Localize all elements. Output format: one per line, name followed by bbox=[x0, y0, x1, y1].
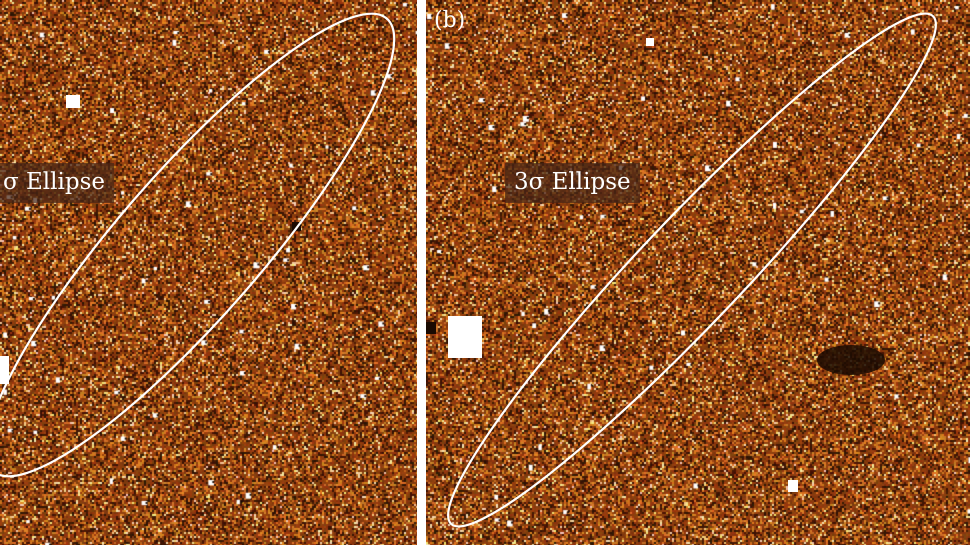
noise-image-a bbox=[0, 0, 417, 545]
bright-source bbox=[448, 316, 482, 358]
panel-a: σ Ellipse bbox=[0, 0, 417, 545]
bright-source bbox=[788, 480, 798, 492]
bright-sources-b bbox=[426, 38, 885, 492]
bright-source bbox=[0, 356, 9, 384]
panel-b: (b) 3σ Ellipse bbox=[426, 0, 970, 545]
confidence-ellipse-a bbox=[0, 12, 396, 478]
dark-patch bbox=[817, 345, 885, 375]
ellipse-label-b: 3σ Ellipse bbox=[505, 163, 640, 203]
bright-sources-a bbox=[0, 95, 301, 384]
bright-source bbox=[646, 38, 654, 46]
overlay-b bbox=[426, 12, 937, 528]
panel-tag-b: (b) bbox=[434, 8, 466, 33]
noise-image-b bbox=[426, 0, 970, 545]
overlay-a bbox=[0, 12, 396, 478]
bright-source bbox=[426, 322, 436, 334]
ellipse-label-a: σ Ellipse bbox=[0, 163, 115, 203]
confidence-ellipse-b bbox=[447, 12, 937, 528]
bright-source bbox=[66, 95, 80, 108]
